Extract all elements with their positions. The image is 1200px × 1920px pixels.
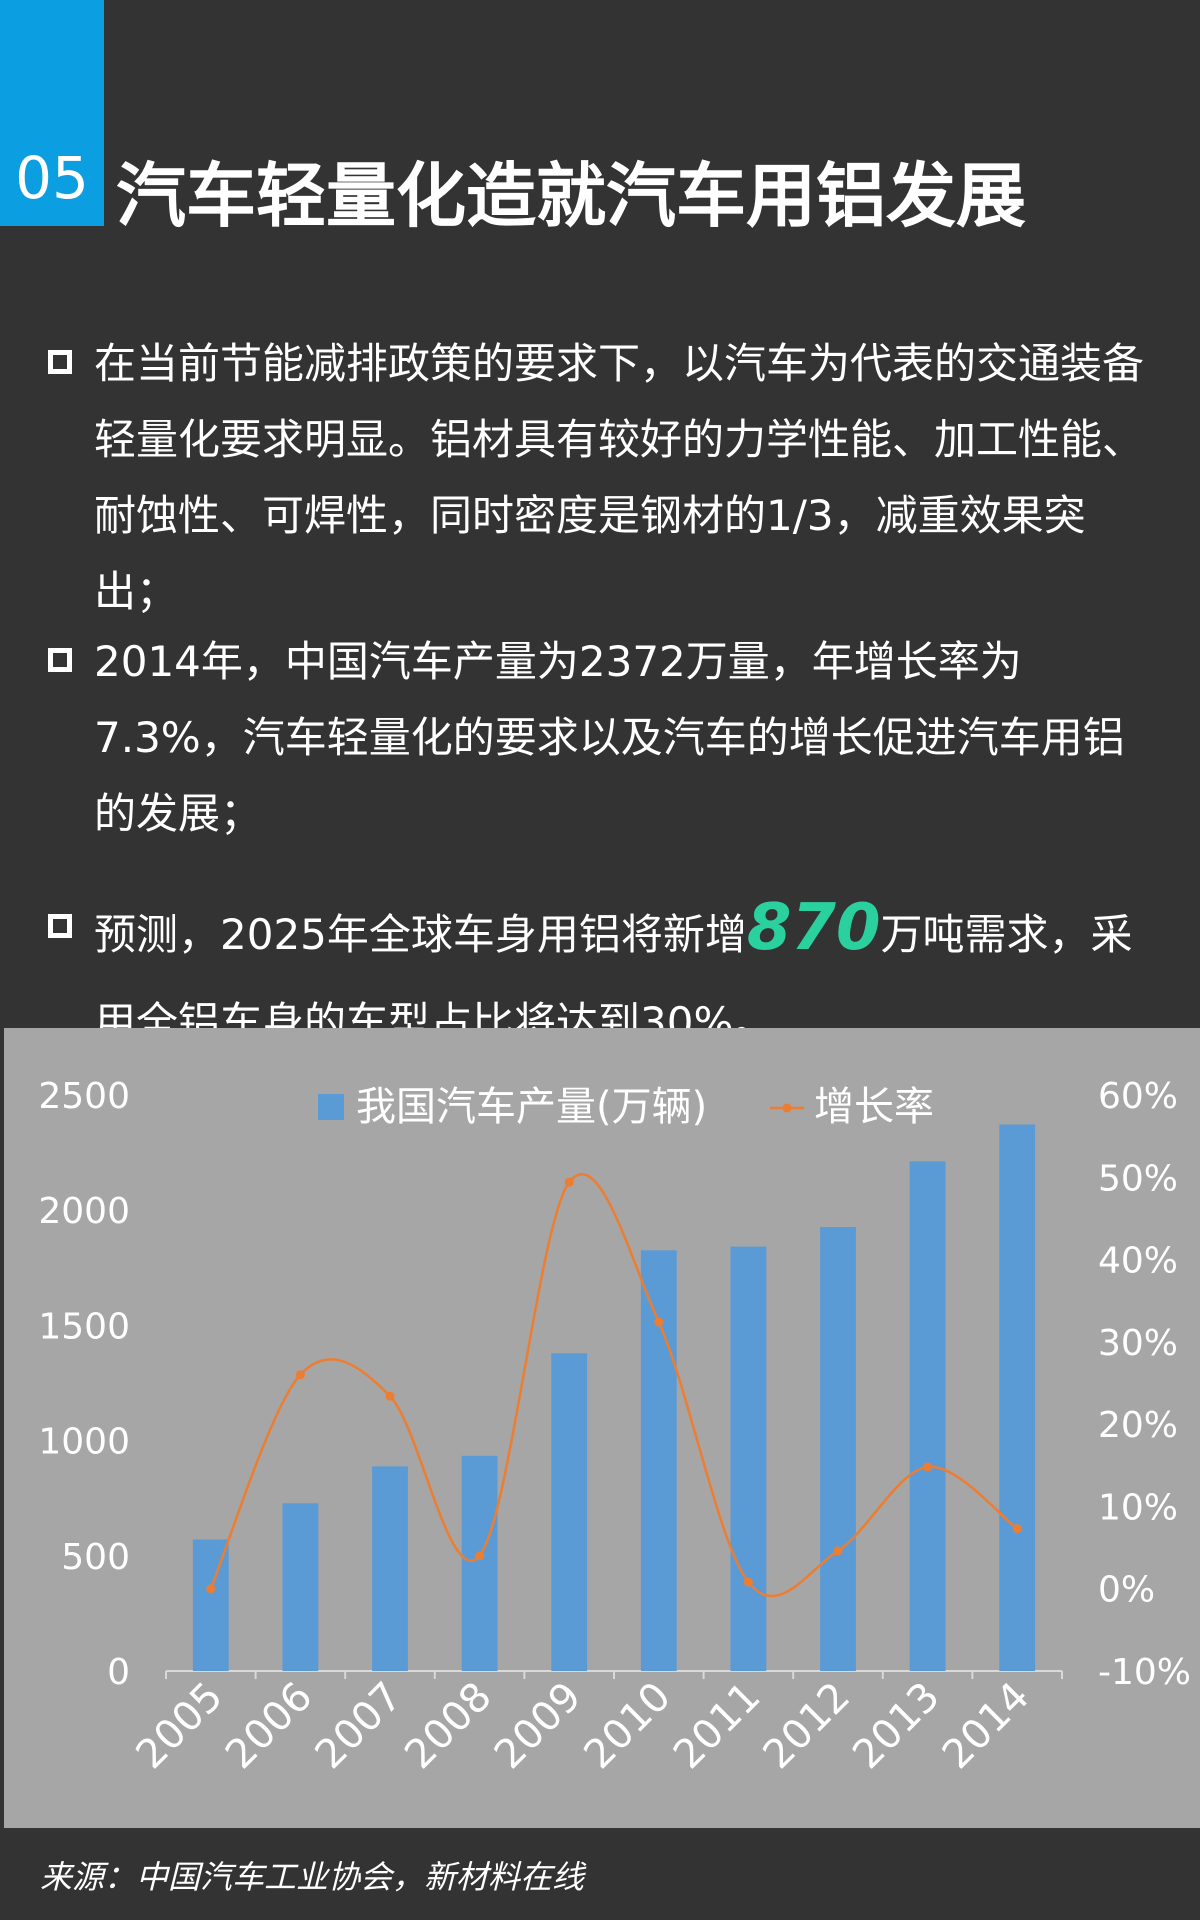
y-left-tick-label: 500: [61, 1537, 130, 1578]
x-tick-label: 2005: [127, 1674, 232, 1779]
growth-rate-point: [475, 1551, 485, 1561]
bullet-item-2: 2014年，中国汽车产量为2372万量，年增长率为7.3%，汽车轻量化的要求以及…: [48, 624, 1158, 852]
bullet-item-1: 在当前节能减排政策的要求下，以汽车为代表的交通装备轻量化要求明显。铝材具有较好的…: [48, 326, 1158, 630]
bullet-square-icon: [48, 914, 72, 938]
y-right-tick-label: 50%: [1098, 1158, 1178, 1199]
bar: [372, 1466, 408, 1671]
x-tick-label: 2006: [217, 1674, 322, 1779]
growth-rate-point: [1012, 1524, 1022, 1534]
y-right-tick-label: 20%: [1098, 1405, 1178, 1446]
x-tick-label: 2009: [486, 1674, 591, 1779]
y-right-tick-label: 60%: [1098, 1076, 1178, 1117]
y-right-tick-label: 40%: [1098, 1241, 1178, 1282]
y-left-tick-label: 1000: [38, 1422, 130, 1463]
y-right-tick-label: -10%: [1098, 1652, 1191, 1693]
growth-rate-point: [564, 1177, 574, 1187]
growth-rate-point: [833, 1546, 843, 1556]
bar: [820, 1227, 856, 1671]
bullet-text-pre: 预测，2025年全球车身用铝将新增: [94, 910, 747, 959]
y-left-tick-label: 0: [107, 1652, 130, 1693]
legend-bar-swatch: [318, 1094, 344, 1120]
legend-line-marker: [782, 1103, 792, 1113]
bullet-text: 2014年，中国汽车产量为2372万量，年增长率为7.3%，汽车轻量化的要求以及…: [94, 637, 1125, 838]
bar: [640, 1250, 677, 1671]
y-right-tick-label: 10%: [1098, 1487, 1178, 1528]
highlight-number: 870: [746, 891, 881, 965]
page-title: 汽车轻量化造就汽车用铝发展: [116, 155, 1026, 237]
bullet-text: 在当前节能减排政策的要求下，以汽车为代表的交通装备轻量化要求明显。铝材具有较好的…: [94, 339, 1145, 616]
y-left-tick-label: 2000: [38, 1191, 130, 1232]
x-tick-label: 2014: [934, 1674, 1039, 1779]
section-number-badge: 05: [0, 0, 104, 226]
legend-bar-label: 我国汽车产量(万辆): [356, 1084, 707, 1130]
x-tick-label: 2007: [307, 1674, 412, 1779]
growth-rate-point: [743, 1577, 753, 1587]
growth-rate-point: [923, 1462, 933, 1472]
x-tick-label: 2012: [755, 1674, 860, 1779]
production-chart: 0 500 1000 1500 2000 2500 -10% 0% 10% 20% 30% 40% 50…: [4, 1028, 1200, 1828]
bullet-square-icon: [48, 350, 72, 374]
bar: [282, 1503, 319, 1671]
growth-rate-point: [295, 1370, 305, 1380]
bar: [730, 1246, 767, 1671]
bar: [192, 1539, 229, 1671]
section-number: 05: [15, 144, 89, 212]
x-tick-label: 2010: [575, 1674, 680, 1779]
growth-rate-point: [385, 1391, 395, 1401]
growth-rate-point: [206, 1584, 216, 1594]
bar: [909, 1161, 946, 1671]
y-left-tick-label: 2500: [38, 1076, 130, 1117]
source-note: 来源：中国汽车工业协会，新材料在线: [40, 1858, 585, 1896]
bar: [551, 1353, 588, 1671]
y-right-tick-label: 30%: [1098, 1323, 1178, 1364]
chart-svg: 0 500 1000 1500 2000 2500 -10% 0% 10% 20% 30% 40% 50…: [38, 1076, 1191, 1779]
bar: [999, 1124, 1036, 1671]
x-tick-label: 2011: [665, 1674, 770, 1779]
x-tick-label: 2013: [844, 1674, 949, 1779]
growth-rate-line: [209, 1173, 1018, 1598]
growth-rate-point: [654, 1317, 664, 1327]
bar: [461, 1455, 498, 1671]
x-tick-label: 2008: [396, 1674, 501, 1779]
y-left-tick-label: 1500: [38, 1306, 130, 1347]
y-right-tick-label: 0%: [1098, 1570, 1155, 1611]
bullet-square-icon: [48, 648, 72, 672]
legend-line-label: 增长率: [814, 1084, 934, 1130]
